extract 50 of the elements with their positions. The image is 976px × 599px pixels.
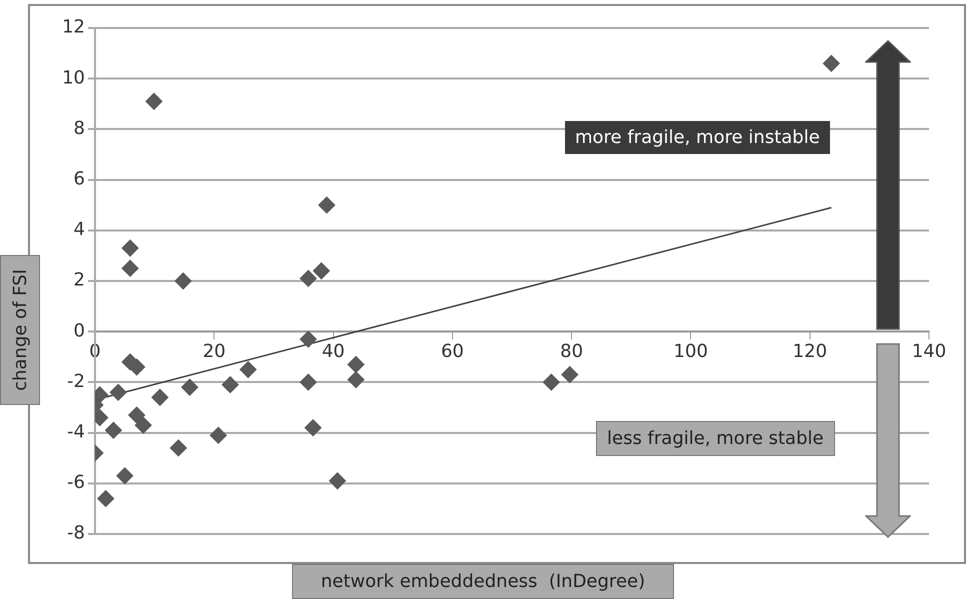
point [181,378,198,396]
annotation: less fragile, more stable [596,421,835,456]
point [318,196,336,214]
point [134,416,152,434]
x-tick-label: 20 [202,341,226,362]
y-tick-label: -4 [67,421,85,442]
x-tick-label: 140 [912,341,946,362]
point [561,366,578,384]
y-tick-label: 2 [74,270,85,291]
point [210,426,227,444]
point [174,272,192,290]
point [145,92,162,110]
x-axis-title: network embeddedness (InDegree) [292,564,674,599]
x-tick-label: 40 [322,341,345,362]
point [304,419,322,436]
point [128,406,146,424]
point [542,374,560,391]
point [116,467,134,484]
y-tick-label: 6 [74,168,85,190]
y-tick-label: -2 [67,370,85,392]
point [170,439,187,456]
x-tick-label: 80 [560,341,584,362]
point [122,240,139,257]
annotation: more fragile, more instable [565,121,830,154]
point [240,361,257,378]
y-tick-label: 8 [74,118,85,139]
point [300,270,317,287]
point [122,260,139,277]
point [110,384,127,401]
y-tick-label: -8 [67,522,85,544]
point [222,376,239,394]
point [104,422,122,439]
y-axis-title: change of FSI [0,255,40,405]
point [300,330,317,348]
y-tick-label: 12 [62,16,85,38]
y-tick-label: 4 [74,219,85,240]
y-tick-label: 10 [62,67,85,88]
point [312,262,330,280]
point [328,472,346,490]
point [347,371,364,388]
point [300,374,317,391]
x-tick-label: 120 [792,341,828,362]
point [151,388,168,406]
x-tick-label: 100 [674,341,708,362]
x-tick-label: 60 [440,341,464,362]
point [822,54,840,72]
point [97,490,114,508]
y-tick-label: 0 [74,320,85,342]
y-tick-label: -6 [67,472,85,494]
point [347,356,364,373]
